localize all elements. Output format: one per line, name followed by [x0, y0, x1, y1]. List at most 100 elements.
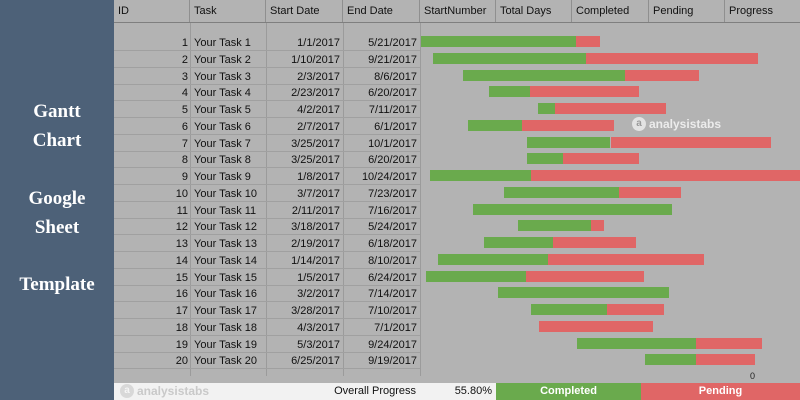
table-row[interactable]: 17 Your Task 17 3/28/2017 7/10/2017: [114, 303, 420, 319]
cell-end-date[interactable]: 6/1/2017: [374, 120, 417, 133]
cell-task[interactable]: Your Task 6: [194, 120, 251, 133]
cell-id[interactable]: 14: [175, 254, 188, 267]
cell-id[interactable]: 2: [181, 53, 188, 66]
table-row[interactable]: 15 Your Task 15 1/5/2017 6/24/2017: [114, 270, 420, 286]
cell-end-date[interactable]: 6/24/2017: [368, 271, 417, 284]
cell-id[interactable]: 20: [175, 355, 188, 368]
header-start-date[interactable]: Start Date: [266, 0, 343, 22]
table-row[interactable]: 16 Your Task 16 3/2/2017 7/14/2017: [114, 286, 420, 303]
cell-start-date[interactable]: 3/28/2017: [291, 305, 340, 317]
cell-id[interactable]: 18: [175, 321, 188, 334]
cell-end-date[interactable]: 10/1/2017: [368, 137, 417, 150]
cell-end-date[interactable]: 7/1/2017: [374, 321, 417, 334]
cell-id[interactable]: 15: [175, 271, 188, 284]
cell-id[interactable]: 6: [181, 120, 188, 133]
cell-task[interactable]: Your Task 1: [194, 37, 251, 49]
header-pending[interactable]: Pending: [649, 0, 725, 22]
cell-start-date[interactable]: 5/3/2017: [297, 338, 340, 351]
cell-task[interactable]: Your Task 15: [194, 271, 257, 284]
cell-end-date[interactable]: 9/24/2017: [368, 338, 417, 351]
table-row[interactable]: 9 Your Task 9 1/8/2017 10/24/2017: [114, 169, 420, 185]
cell-task[interactable]: Your Task 8: [194, 154, 251, 167]
cell-id[interactable]: 1: [181, 37, 188, 49]
header-completed[interactable]: Completed: [572, 0, 649, 22]
overall-progress-value[interactable]: 55.80%: [454, 385, 492, 397]
cell-task[interactable]: Your Task 9: [194, 171, 251, 183]
table-row[interactable]: 3 Your Task 3 2/3/2017 8/6/2017: [114, 69, 420, 85]
table-row[interactable]: 19 Your Task 19 5/3/2017 9/24/2017: [114, 337, 420, 353]
cell-id[interactable]: 10: [175, 187, 188, 200]
cell-task[interactable]: Your Task 11: [194, 204, 257, 217]
cell-task[interactable]: Your Task 2: [194, 53, 251, 66]
cell-task[interactable]: Your Task 5: [194, 104, 251, 116]
cell-start-date[interactable]: 3/25/2017: [291, 137, 340, 150]
cell-id[interactable]: 7: [181, 137, 188, 150]
cell-task[interactable]: Your Task 7: [194, 137, 251, 150]
cell-start-date[interactable]: 3/18/2017: [291, 221, 340, 234]
cell-task[interactable]: Your Task 16: [194, 288, 257, 301]
cell-task[interactable]: Your Task 14: [194, 254, 257, 267]
cell-end-date[interactable]: 6/20/2017: [368, 154, 417, 167]
header-id[interactable]: ID: [114, 0, 190, 22]
table-row[interactable]: 5 Your Task 5 4/2/2017 7/11/2017: [114, 102, 420, 118]
table-row[interactable]: 6 Your Task 6 2/7/2017 6/1/2017: [114, 119, 420, 135]
cell-task[interactable]: Your Task 3: [194, 70, 251, 83]
cell-end-date[interactable]: 5/21/2017: [368, 37, 417, 49]
cell-id[interactable]: 5: [181, 104, 188, 116]
cell-start-date[interactable]: 1/5/2017: [297, 271, 340, 284]
cell-task[interactable]: Your Task 17: [194, 305, 257, 317]
cell-end-date[interactable]: 6/18/2017: [368, 238, 417, 250]
cell-id[interactable]: 9: [181, 171, 188, 183]
cell-start-date[interactable]: 2/11/2017: [291, 204, 340, 217]
cell-start-date[interactable]: 3/7/2017: [297, 187, 340, 200]
cell-task[interactable]: Your Task 13: [194, 238, 257, 250]
cell-id[interactable]: 17: [175, 305, 188, 317]
cell-end-date[interactable]: 8/6/2017: [374, 70, 417, 83]
cell-end-date[interactable]: 7/14/2017: [368, 288, 417, 301]
cell-task[interactable]: Your Task 4: [194, 87, 251, 100]
table-row[interactable]: 20 Your Task 20 6/25/2017 9/19/2017: [114, 353, 420, 370]
header-total-days[interactable]: Total Days: [496, 0, 572, 22]
header-task[interactable]: Task: [190, 0, 266, 22]
table-row[interactable]: 10 Your Task 10 3/7/2017 7/23/2017: [114, 186, 420, 202]
cell-id[interactable]: 19: [175, 338, 188, 351]
table-row[interactable]: 1 Your Task 1 1/1/2017 5/21/2017: [114, 35, 420, 51]
cell-end-date[interactable]: 7/16/2017: [368, 204, 417, 217]
table-row[interactable]: 12 Your Task 12 3/18/2017 5/24/2017: [114, 219, 420, 236]
cell-end-date[interactable]: 9/19/2017: [368, 355, 417, 368]
cell-start-date[interactable]: 3/25/2017: [291, 154, 340, 167]
cell-task[interactable]: Your Task 20: [194, 355, 257, 368]
table-row[interactable]: 7 Your Task 7 3/25/2017 10/1/2017: [114, 136, 420, 152]
cell-start-date[interactable]: 2/19/2017: [291, 238, 340, 250]
cell-end-date[interactable]: 9/21/2017: [368, 53, 417, 66]
cell-task[interactable]: Your Task 19: [194, 338, 257, 351]
cell-task[interactable]: Your Task 10: [194, 187, 257, 200]
cell-end-date[interactable]: 5/24/2017: [368, 221, 417, 234]
cell-id[interactable]: 3: [181, 70, 188, 83]
table-row[interactable]: 14 Your Task 14 1/14/2017 8/10/2017: [114, 253, 420, 269]
cell-id[interactable]: 16: [175, 288, 188, 301]
table-row[interactable]: 8 Your Task 8 3/25/2017 6/20/2017: [114, 152, 420, 169]
cell-start-date[interactable]: 4/2/2017: [297, 104, 340, 116]
cell-end-date[interactable]: 7/10/2017: [368, 305, 417, 317]
cell-task[interactable]: Your Task 12: [194, 221, 257, 234]
cell-start-date[interactable]: 2/7/2017: [297, 120, 340, 133]
cell-start-date[interactable]: 2/23/2017: [291, 87, 340, 100]
cell-end-date[interactable]: 6/20/2017: [368, 87, 417, 100]
cell-start-date[interactable]: 1/8/2017: [297, 171, 340, 183]
cell-end-date[interactable]: 7/23/2017: [368, 187, 417, 200]
cell-start-date[interactable]: 4/3/2017: [297, 321, 340, 334]
cell-id[interactable]: 8: [181, 154, 188, 167]
table-row[interactable]: 2 Your Task 2 1/10/2017 9/21/2017: [114, 52, 420, 68]
cell-end-date[interactable]: 7/11/2017: [368, 104, 417, 116]
cell-end-date[interactable]: 10/24/2017: [361, 171, 417, 183]
cell-task[interactable]: Your Task 18: [194, 321, 257, 334]
cell-start-date[interactable]: 1/1/2017: [297, 37, 340, 49]
cell-id[interactable]: 13: [175, 238, 188, 250]
cell-start-date[interactable]: 1/14/2017: [291, 254, 340, 267]
header-end-date[interactable]: End Date: [343, 0, 420, 22]
table-row[interactable]: 11 Your Task 11 2/11/2017 7/16/2017: [114, 203, 420, 219]
table-row[interactable]: 13 Your Task 13 2/19/2017 6/18/2017: [114, 236, 420, 252]
cell-end-date[interactable]: 8/10/2017: [368, 254, 417, 267]
header-progress[interactable]: Progress: [725, 0, 800, 22]
